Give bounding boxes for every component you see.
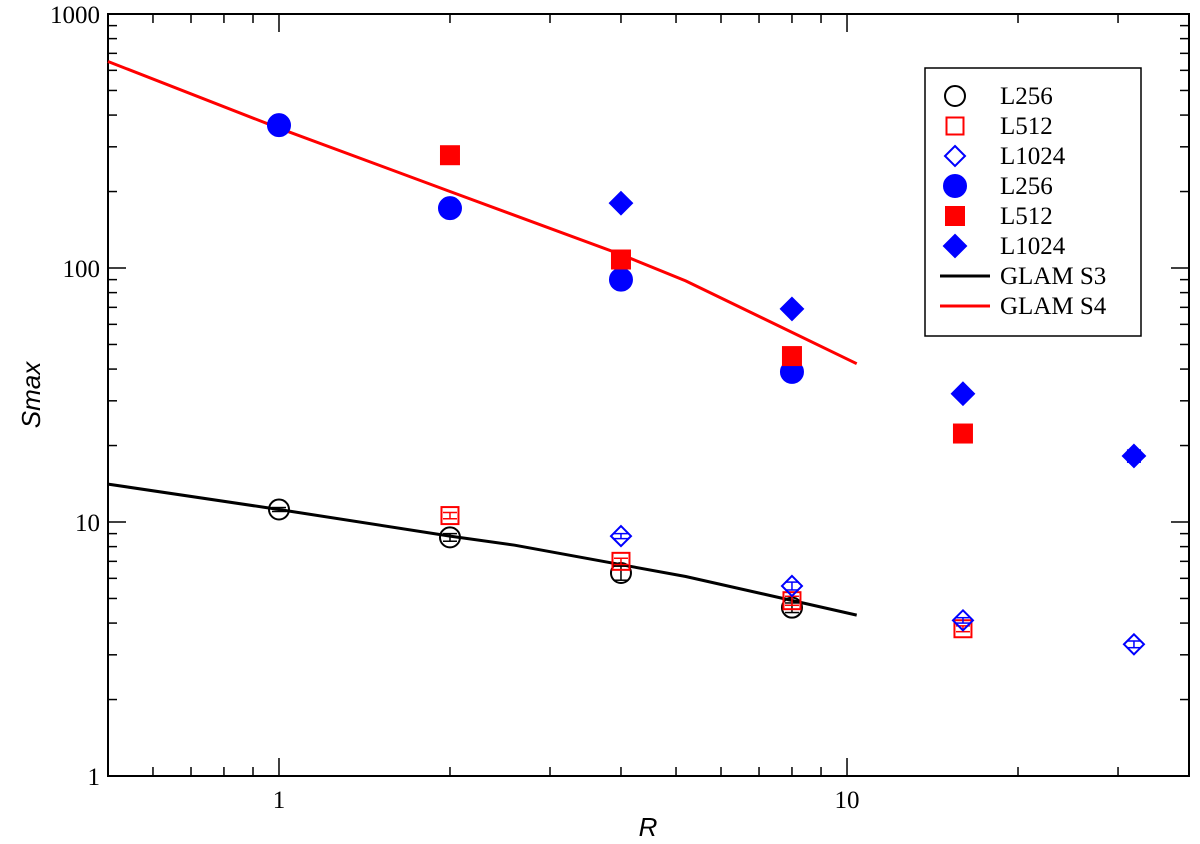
series-l256-3-point — [437, 196, 462, 221]
legend-box — [924, 67, 1142, 337]
series-l256-3-point — [266, 113, 291, 138]
series-l512-4-point — [439, 145, 460, 166]
legend-marker — [945, 206, 965, 226]
legend-marker — [943, 174, 967, 198]
y-tick-label: 1000 — [50, 2, 100, 29]
series-l1024-5-point — [1121, 443, 1147, 469]
series-l512-1-point — [440, 506, 460, 526]
legend-label: L512 — [1000, 113, 1053, 140]
x-axis-title: R — [639, 812, 658, 842]
legend-item: L256 — [944, 83, 1053, 110]
x-tick-label: 10 — [835, 787, 860, 814]
series-l1024-5-point — [779, 296, 805, 322]
axis-ticks — [107, 13, 1190, 777]
series-l1024-2-point — [780, 574, 804, 598]
series-glam-s3-6-line — [107, 482, 858, 617]
legend-label: L512 — [1000, 203, 1053, 230]
y-axis-title: Smax — [16, 361, 46, 428]
series-l1024-5-point — [608, 190, 634, 216]
legend-item: L1024 — [943, 143, 1066, 170]
series-l512-4-point — [952, 423, 973, 444]
legend-item: GLAM S3 — [940, 263, 1106, 290]
plot-frame — [107, 13, 1190, 777]
series-l1024-2-point — [951, 608, 975, 632]
x-tick-label: 1 — [273, 787, 286, 814]
series-l1024-5-point — [950, 381, 976, 407]
series-l1024-2-point — [609, 524, 633, 548]
legend: L256 L512 L1024 L256 L512 L1024 GLAM S3 GLAM S4 — [924, 67, 1142, 337]
legend-label: GLAM S4 — [1000, 293, 1107, 320]
legend-marker — [942, 233, 968, 259]
legend-label: L1024 — [1000, 143, 1066, 170]
legend-label: GLAM S3 — [1000, 263, 1106, 290]
legend-label: L256 — [1000, 83, 1053, 110]
legend-marker — [945, 116, 965, 136]
series-markers — [266, 113, 1147, 656]
legend-item: L256 — [943, 173, 1053, 200]
legend-label: L256 — [1000, 173, 1053, 200]
series-lines — [107, 60, 858, 617]
legend-label: L1024 — [1000, 233, 1066, 260]
legend-marker — [943, 144, 967, 168]
legend-item: GLAM S4 — [940, 293, 1107, 320]
tick-labels: 1 10 1 10 100 1000 — [50, 2, 860, 814]
y-tick-label: 1 — [88, 764, 101, 791]
legend-marker — [944, 85, 966, 107]
legend-item: L1024 — [942, 233, 1066, 260]
series-l256-3-point — [608, 267, 633, 292]
series-l256-0-point — [438, 526, 461, 549]
series-l512-4-point — [781, 346, 802, 367]
series-l512-4-point — [610, 249, 631, 270]
legend-item: L512 — [945, 203, 1053, 230]
series-l256-0-point — [267, 498, 290, 521]
series-l1024-2-point — [1122, 632, 1146, 656]
legend-item: L512 — [945, 113, 1053, 140]
y-tick-label: 100 — [63, 256, 101, 283]
series-l512-1-point — [782, 591, 802, 611]
y-tick-label: 10 — [75, 510, 100, 537]
series-l512-1-point — [611, 551, 631, 571]
series-glam-s4-7-line — [107, 60, 858, 366]
